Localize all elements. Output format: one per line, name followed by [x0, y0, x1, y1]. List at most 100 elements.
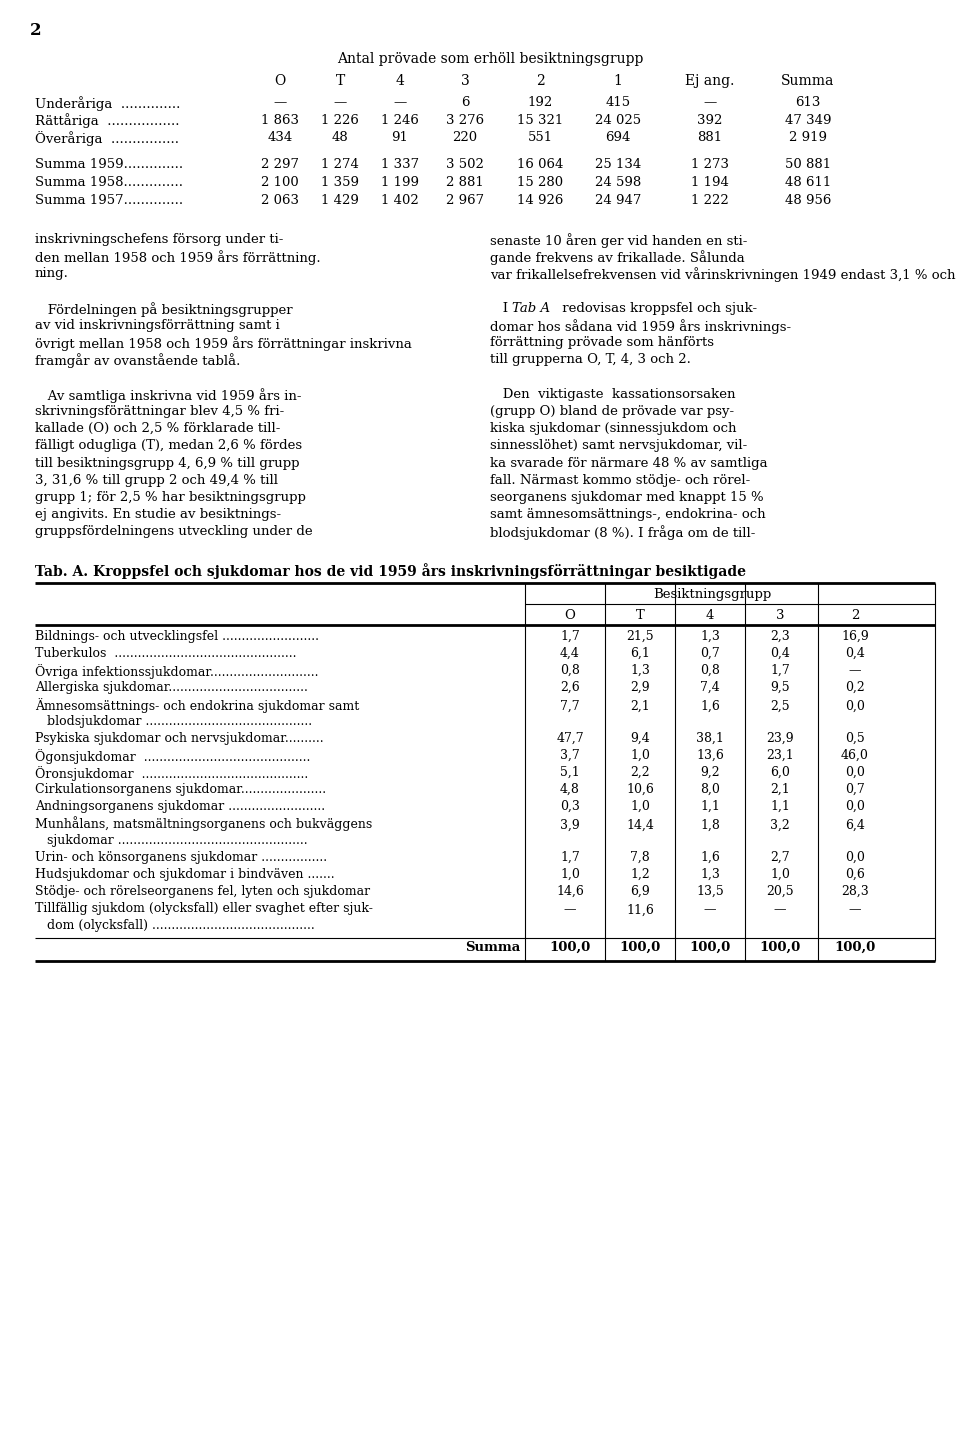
Text: —: — — [394, 96, 407, 109]
Text: 434: 434 — [268, 131, 293, 144]
Text: Urin- och könsorganens sjukdomar .................: Urin- och könsorganens sjukdomar .......… — [35, 851, 327, 864]
Text: 0,4: 0,4 — [845, 647, 865, 660]
Text: förrättning prövade som hänförts: förrättning prövade som hänförts — [490, 336, 714, 350]
Text: 48 956: 48 956 — [785, 193, 831, 206]
Text: 1 246: 1 246 — [381, 114, 419, 127]
Text: seorganens sjukdomar med knappt 15 %: seorganens sjukdomar med knappt 15 % — [490, 491, 763, 504]
Text: —: — — [704, 96, 716, 109]
Text: 1 359: 1 359 — [321, 176, 359, 189]
Text: 21,5: 21,5 — [626, 629, 654, 642]
Text: 6,9: 6,9 — [630, 886, 650, 899]
Text: 4: 4 — [396, 73, 404, 88]
Text: 220: 220 — [452, 131, 477, 144]
Text: —: — — [849, 664, 861, 677]
Text: Ämnesomsättnings- och endokrina sjukdomar samt: Ämnesomsättnings- och endokrina sjukdoma… — [35, 697, 359, 713]
Text: 2 881: 2 881 — [446, 176, 484, 189]
Text: 15 280: 15 280 — [516, 176, 564, 189]
Text: ning.: ning. — [35, 268, 69, 281]
Text: 8,0: 8,0 — [700, 783, 720, 796]
Text: 2 919: 2 919 — [789, 131, 827, 144]
Text: 3 276: 3 276 — [446, 114, 484, 127]
Text: 47,7: 47,7 — [556, 732, 584, 744]
Text: 2: 2 — [851, 609, 859, 622]
Text: Övriga infektionssjukdomar............................: Övriga infektionssjukdomar..............… — [35, 664, 319, 678]
Text: redovisas kroppsfel och sjuk-: redovisas kroppsfel och sjuk- — [558, 302, 757, 315]
Text: 2,6: 2,6 — [560, 681, 580, 694]
Text: Hudsjukdomar och sjukdomar i bindväven .......: Hudsjukdomar och sjukdomar i bindväven .… — [35, 867, 335, 881]
Text: 0,4: 0,4 — [770, 647, 790, 660]
Text: 192: 192 — [527, 96, 553, 109]
Text: Underåriga  ..............: Underåriga .............. — [35, 96, 180, 111]
Text: 1 402: 1 402 — [381, 193, 419, 206]
Text: —: — — [849, 904, 861, 917]
Text: Ej ang.: Ej ang. — [685, 73, 734, 88]
Text: till grupperna O, T, 4, 3 och 2.: till grupperna O, T, 4, 3 och 2. — [490, 353, 691, 366]
Text: Cirkulationsorganens sjukdomar......................: Cirkulationsorganens sjukdomar..........… — [35, 782, 326, 795]
Text: Psykiska sjukdomar och nervsjukdomar..........: Psykiska sjukdomar och nervsjukdomar....… — [35, 732, 324, 744]
Text: I: I — [490, 302, 513, 315]
Text: gande frekvens av frikallade. Sålunda: gande frekvens av frikallade. Sålunda — [490, 251, 745, 265]
Text: 1,2: 1,2 — [630, 868, 650, 881]
Text: 1 863: 1 863 — [261, 114, 299, 127]
Text: 38,1: 38,1 — [696, 732, 724, 744]
Text: 24 025: 24 025 — [595, 114, 641, 127]
Text: Summa 1958..............: Summa 1958.............. — [35, 176, 183, 189]
Text: 2: 2 — [536, 73, 544, 88]
Text: 1,0: 1,0 — [560, 868, 580, 881]
Text: 1,0: 1,0 — [770, 868, 790, 881]
Text: 6,1: 6,1 — [630, 647, 650, 660]
Text: T: T — [636, 609, 644, 622]
Text: Summa 1957..............: Summa 1957.............. — [35, 193, 183, 206]
Text: samt ämnesomsättnings-, endokrina- och: samt ämnesomsättnings-, endokrina- och — [490, 508, 766, 521]
Text: Allergiska sjukdomar....................................: Allergiska sjukdomar....................… — [35, 681, 308, 694]
Text: 100,0: 100,0 — [689, 940, 731, 953]
Text: 4,4: 4,4 — [560, 647, 580, 660]
Text: 1 429: 1 429 — [321, 193, 359, 206]
Text: Fördelningen på besiktningsgrupper: Fördelningen på besiktningsgrupper — [35, 302, 293, 317]
Text: 1: 1 — [613, 73, 622, 88]
Text: 3,9: 3,9 — [560, 818, 580, 831]
Text: dom (olycksfall) ..........................................: dom (olycksfall) .......................… — [35, 919, 315, 932]
Text: skrivningsförättningar blev 4,5 % fri-: skrivningsförättningar blev 4,5 % fri- — [35, 405, 284, 418]
Text: 47 349: 47 349 — [784, 114, 831, 127]
Text: 0,7: 0,7 — [845, 783, 865, 796]
Text: 13,5: 13,5 — [696, 886, 724, 899]
Text: O: O — [275, 73, 286, 88]
Text: 10,6: 10,6 — [626, 783, 654, 796]
Text: 1,6: 1,6 — [700, 700, 720, 713]
Text: Tuberkulos  ...............................................: Tuberkulos .............................… — [35, 647, 297, 660]
Text: 3, 31,6 % till grupp 2 och 49,4 % till: 3, 31,6 % till grupp 2 och 49,4 % till — [35, 474, 278, 487]
Text: Öronsjukdomar  ...........................................: Öronsjukdomar ..........................… — [35, 766, 308, 780]
Text: Ögonsjukdomar  ...........................................: Ögonsjukdomar ..........................… — [35, 749, 310, 763]
Text: Andningsorganens sjukdomar .........................: Andningsorganens sjukdomar .............… — [35, 799, 325, 812]
Text: 3: 3 — [461, 73, 469, 88]
Text: den mellan 1958 och 1959 års förrättning.: den mellan 1958 och 1959 års förrättning… — [35, 251, 321, 265]
Text: till besiktningsgrupp 4, 6,9 % till grupp: till besiktningsgrupp 4, 6,9 % till grup… — [35, 456, 300, 469]
Text: Bildnings- och utvecklingsfel .........................: Bildnings- och utvecklingsfel ..........… — [35, 629, 319, 642]
Text: 100,0: 100,0 — [549, 940, 590, 953]
Text: 1 226: 1 226 — [321, 114, 359, 127]
Text: ej angivits. En studie av besiktnings-: ej angivits. En studie av besiktnings- — [35, 508, 281, 521]
Text: —: — — [774, 904, 786, 917]
Text: domar hos sådana vid 1959 års inskrivnings-: domar hos sådana vid 1959 års inskrivnin… — [490, 320, 791, 334]
Text: 0,5: 0,5 — [845, 732, 865, 744]
Text: 3,2: 3,2 — [770, 818, 790, 831]
Text: 2,3: 2,3 — [770, 629, 790, 642]
Text: 613: 613 — [795, 96, 821, 109]
Text: 0,0: 0,0 — [845, 766, 865, 779]
Text: 16,9: 16,9 — [841, 629, 869, 642]
Text: Den  viktigaste  kassationsorsaken: Den viktigaste kassationsorsaken — [490, 387, 735, 400]
Text: 9,4: 9,4 — [630, 732, 650, 744]
Text: 48 611: 48 611 — [785, 176, 831, 189]
Text: Summa: Summa — [781, 73, 834, 88]
Text: var frikallelsefrekvensen vid vårinskrivningen 1949 endast 3,1 % och 1954 3,3 %.: var frikallelsefrekvensen vid vårinskriv… — [490, 268, 960, 282]
Text: 1,0: 1,0 — [630, 749, 650, 762]
Text: 2: 2 — [30, 22, 41, 39]
Text: 1,6: 1,6 — [700, 851, 720, 864]
Text: 15 321: 15 321 — [516, 114, 564, 127]
Text: 4,8: 4,8 — [560, 783, 580, 796]
Text: kiska sjukdomar (sinnessjukdom och: kiska sjukdomar (sinnessjukdom och — [490, 422, 736, 435]
Text: 6,4: 6,4 — [845, 818, 865, 831]
Text: 24 598: 24 598 — [595, 176, 641, 189]
Text: 1 337: 1 337 — [381, 158, 420, 171]
